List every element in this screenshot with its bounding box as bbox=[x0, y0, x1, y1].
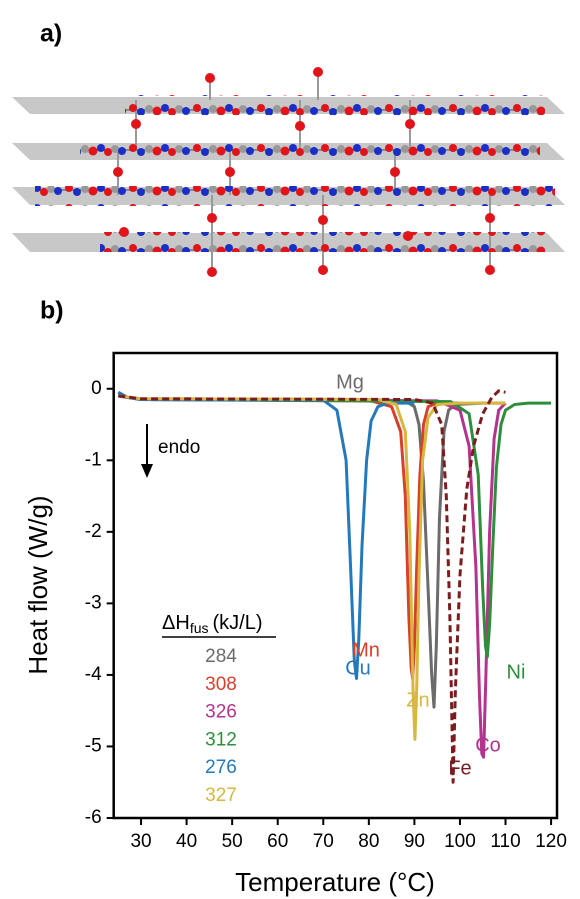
table-header-subscript: fus bbox=[190, 620, 209, 636]
x-tick-label: 110 bbox=[490, 831, 520, 852]
x-tick-label: 60 bbox=[267, 831, 288, 852]
x-tick-label: 50 bbox=[222, 831, 243, 852]
x-axis-title: Temperature (°C) bbox=[235, 867, 435, 897]
y-tick-label: -5 bbox=[85, 735, 102, 756]
table-header-unit: (kJ/L) bbox=[213, 612, 263, 634]
table-value: 308 bbox=[205, 674, 237, 695]
series-label: Zn bbox=[406, 689, 429, 711]
table-value: 312 bbox=[205, 729, 237, 750]
y-tick-label: 0 bbox=[91, 378, 102, 399]
endo-arrow bbox=[141, 424, 153, 478]
y-tick-label: -1 bbox=[85, 449, 102, 470]
table-header: ΔHfus(kJ/L) bbox=[162, 612, 263, 635]
x-tick-label: 40 bbox=[176, 831, 197, 852]
table-value: 276 bbox=[205, 757, 237, 778]
y-tick-label: -4 bbox=[85, 664, 102, 685]
x-tick-label: 30 bbox=[130, 831, 151, 852]
series-label: Fe bbox=[448, 757, 471, 779]
table-header-symbol: ΔH bbox=[162, 612, 190, 634]
y-axis-title: Heat flow (W/g) bbox=[23, 495, 53, 674]
series-label: Cu bbox=[345, 657, 371, 679]
series-label: Co bbox=[475, 734, 501, 756]
table-value: 284 bbox=[205, 646, 237, 667]
panel-label: a) bbox=[40, 20, 62, 48]
y-tick-label: -3 bbox=[85, 592, 102, 613]
y-tick-label: -6 bbox=[85, 807, 102, 828]
figure: a) b) Temperature (°C) Heat flow (W/g) bbox=[0, 0, 580, 899]
y-tick-label: -2 bbox=[85, 521, 102, 542]
x-tick-label: 100 bbox=[444, 831, 476, 852]
x-tick-label: 80 bbox=[358, 831, 379, 852]
x-tick-label: 90 bbox=[404, 831, 425, 852]
crystal-structure bbox=[12, 67, 565, 277]
series-line bbox=[118, 392, 414, 678]
x-tick-label: 120 bbox=[535, 831, 567, 852]
panel-label: b) bbox=[40, 297, 64, 325]
annotation: endo bbox=[158, 437, 200, 458]
series-label: Ni bbox=[507, 661, 526, 683]
series-label: Mg bbox=[336, 371, 364, 393]
table-value: 327 bbox=[205, 785, 237, 806]
x-tick-label: 70 bbox=[313, 831, 334, 852]
table-value: 326 bbox=[205, 702, 237, 723]
